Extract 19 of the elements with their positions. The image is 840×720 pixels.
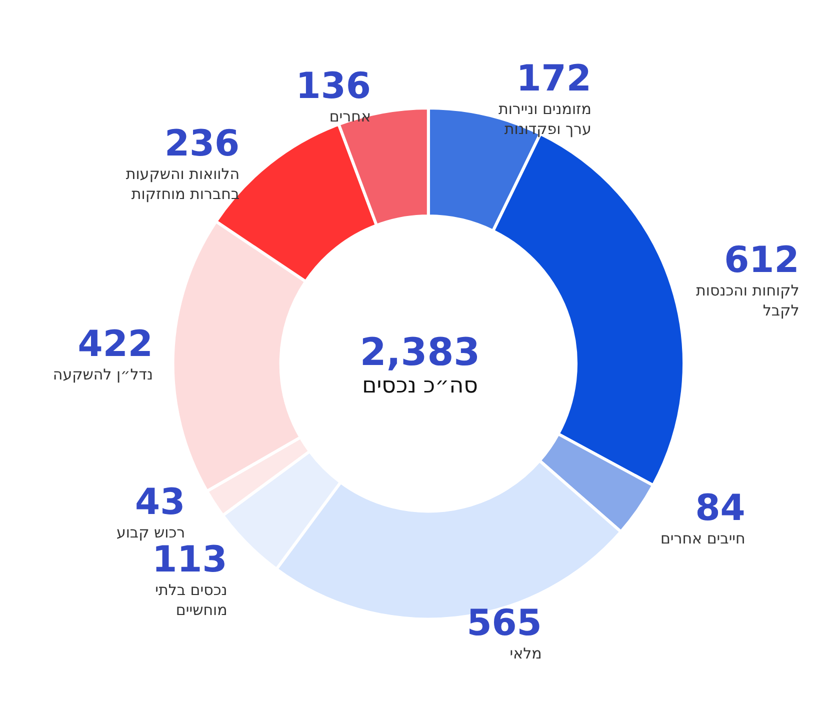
slice-label: נכסים בלתי מוחשיים xyxy=(155,580,228,619)
slice-label: נדל״ן להשקעה xyxy=(52,365,153,384)
data-label: 172 xyxy=(516,58,592,100)
data-label: 422 xyxy=(78,324,153,365)
slice-label: לקוחות והכנסות לקבל xyxy=(696,282,800,320)
text: סה״כ נכסים xyxy=(362,374,478,398)
slice-label: אחרים xyxy=(329,107,371,126)
slice-label: חייבים אחרים xyxy=(660,530,746,548)
text: 2,383 xyxy=(360,330,480,374)
data-label: 43 xyxy=(135,482,186,523)
data-label: 84 xyxy=(695,488,746,530)
slice-label: מלאי xyxy=(510,644,542,663)
slice-label: הלוואות והשקעות בחברות מוחזקות xyxy=(126,164,240,203)
data-label: 113 xyxy=(152,539,228,580)
data-label: 236 xyxy=(164,123,240,164)
data-label: 612 xyxy=(724,240,800,282)
slice-label: רכוש קבוע xyxy=(116,523,186,542)
data-label: 565 xyxy=(466,603,542,644)
data-label: 136 xyxy=(296,66,371,107)
